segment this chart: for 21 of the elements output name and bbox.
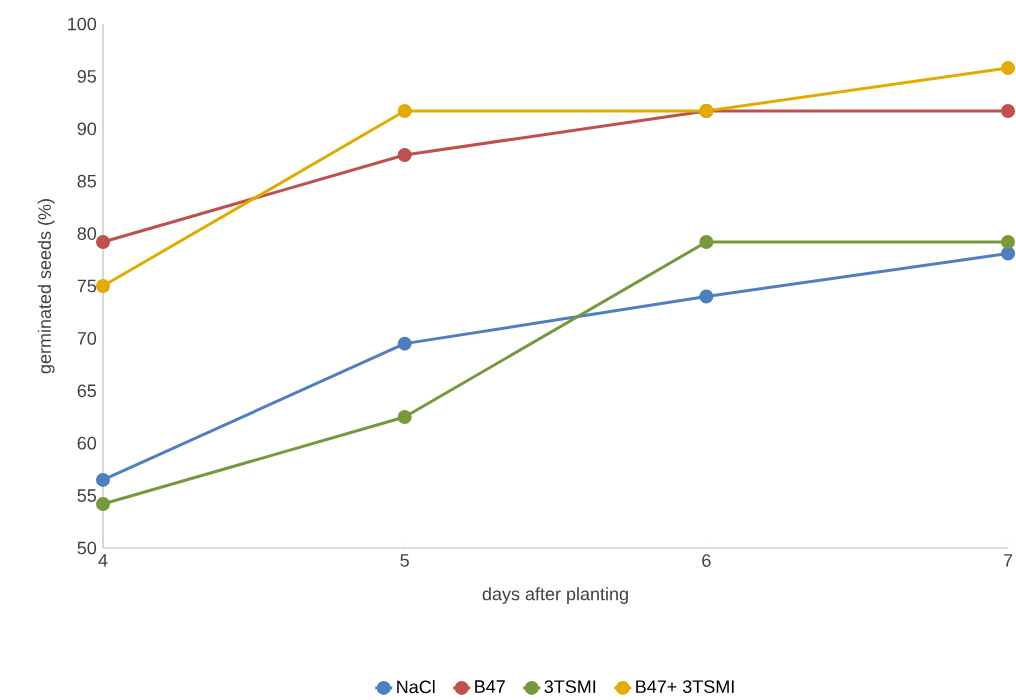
x-tick-label: 6 [702,554,711,567]
x-tick-label: 5 [400,554,409,567]
x-tick-label: 4 [98,554,108,567]
y-tick-label: 55 [77,489,97,502]
y-tick-label: 95 [77,70,97,83]
y-tick-label: 70 [77,332,97,345]
y-tick-label: 90 [77,122,97,136]
y-tick-label: 65 [77,384,97,398]
y-tick-label: 85 [77,174,97,188]
legend-label: B47+ 3TSMI [636,680,734,694]
y-axis-title: germinated seeds (%) [37,199,55,374]
x-axis-title: days after planting [482,587,628,604]
y-tick-label: 100 [68,17,97,31]
legend-label: NaCl [397,680,435,694]
x-tick-label: 7 [1003,554,1013,567]
legend-label: B47 [475,680,505,693]
y-tick-label: 75 [77,279,97,293]
legend-label: 3TSMI [544,680,596,694]
y-tick-label: 60 [77,436,97,450]
y-tick-label: 50 [77,541,97,555]
y-tick-label: 80 [77,227,97,240]
